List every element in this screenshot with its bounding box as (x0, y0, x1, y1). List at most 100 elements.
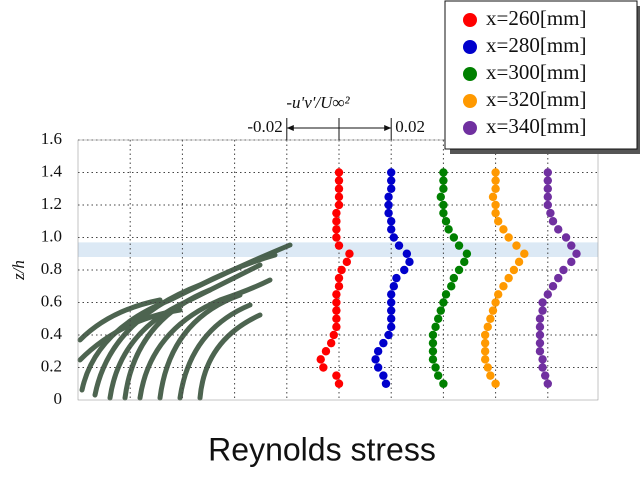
data-point (387, 168, 396, 177)
data-point (387, 217, 396, 226)
data-point (428, 355, 438, 364)
data-point (543, 168, 552, 177)
data-point (373, 347, 383, 356)
data-point (334, 184, 344, 193)
canopy-image (77, 242, 293, 401)
data-point (332, 322, 341, 332)
data-point (543, 176, 552, 185)
data-point (379, 338, 388, 348)
data-point (334, 200, 344, 210)
data-point (494, 217, 503, 226)
data-point (538, 355, 547, 364)
data-point (334, 241, 344, 250)
chart-title: Reynolds stress (208, 431, 436, 467)
data-point (439, 176, 448, 185)
plot-frame (77, 139, 599, 401)
y-tick-label: 0 (54, 389, 63, 408)
data-point (480, 338, 490, 348)
scale-tick-label: -0.02 (247, 117, 282, 136)
data-point (480, 347, 490, 356)
data-point (514, 257, 524, 267)
y-axis-label: z/h (9, 260, 28, 281)
data-point (334, 282, 344, 291)
data-point (332, 371, 341, 380)
data-point (538, 306, 547, 315)
data-point (499, 225, 508, 234)
data-point (491, 184, 500, 193)
data-point (535, 330, 545, 340)
data-point (384, 192, 393, 202)
data-point (538, 298, 547, 307)
data-point (546, 208, 555, 218)
data-point (319, 363, 328, 372)
data-point (460, 257, 469, 267)
data-point (433, 314, 443, 323)
data-point (433, 371, 443, 380)
data-point (439, 208, 448, 218)
data-point (509, 265, 519, 275)
data-point (561, 233, 571, 242)
data-point (387, 322, 396, 332)
data-point (332, 233, 341, 242)
data-point (387, 184, 396, 193)
data-point (441, 290, 451, 299)
data-point (332, 306, 341, 315)
data-point (559, 265, 568, 275)
legend-marker (463, 121, 477, 135)
data-point (334, 192, 344, 202)
data-point (402, 249, 412, 258)
data-point (444, 225, 453, 234)
data-point (387, 225, 396, 234)
data-point (543, 200, 552, 210)
legend-label: x=280[mm] (486, 33, 587, 57)
legend-label: x=300[mm] (486, 60, 587, 84)
data-point (543, 290, 552, 299)
data-point (389, 233, 399, 242)
data-point (389, 282, 399, 291)
data-point (454, 265, 464, 275)
scale-tick-label: 0.02 (395, 117, 425, 136)
data-point (491, 379, 500, 388)
legend-label: x=320[mm] (486, 87, 587, 111)
data-point (431, 363, 440, 372)
data-point (554, 273, 563, 283)
data-point (499, 282, 508, 291)
y-tick-label: 0.8 (41, 259, 62, 278)
legend-marker (463, 40, 477, 54)
data-point (543, 192, 552, 202)
data-point (491, 168, 500, 177)
data-point (342, 257, 352, 267)
data-point (373, 363, 383, 372)
data-point (554, 225, 563, 234)
data-point (334, 379, 344, 388)
data-point (538, 363, 547, 372)
data-point (387, 290, 396, 299)
data-point (449, 273, 459, 283)
data-point (491, 298, 500, 307)
legend-label: x=260[mm] (486, 6, 587, 30)
data-point (428, 330, 438, 340)
legend-marker (463, 94, 477, 108)
data-point (400, 265, 409, 275)
legend-box (444, 0, 638, 150)
data-point (439, 200, 448, 210)
data-point (488, 192, 498, 202)
data-point (486, 314, 495, 323)
data-point (483, 322, 492, 332)
data-point (441, 217, 451, 226)
data-point (436, 306, 445, 315)
data-point (321, 347, 331, 356)
data-point (491, 176, 500, 185)
data-point (572, 249, 581, 258)
data-point (548, 217, 558, 226)
data-point (332, 217, 341, 226)
data-point (381, 379, 391, 388)
data-point (540, 371, 550, 380)
data-point (447, 282, 456, 291)
data-point (332, 208, 341, 218)
data-point (483, 363, 492, 372)
data-point (334, 273, 344, 283)
data-point (384, 330, 393, 340)
data-point (535, 322, 545, 332)
